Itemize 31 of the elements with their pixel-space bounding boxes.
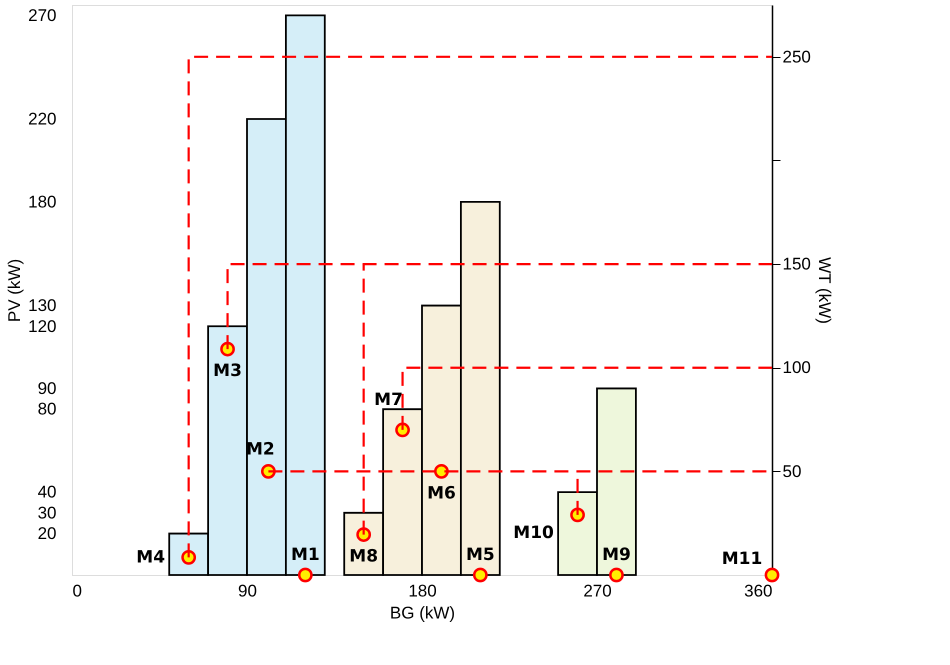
y-tick-label: 180 — [28, 192, 56, 212]
y2-tick-label: 100 — [782, 358, 811, 378]
annotation: M11 — [722, 549, 762, 569]
y-tick-label: 40 — [38, 482, 56, 502]
x-tick-label: 360 — [744, 582, 772, 600]
y-tick-label: 30 — [38, 503, 56, 522]
y2-axis-title: WT (kW) — [814, 257, 834, 324]
y-tick-label: 120 — [28, 316, 56, 336]
annotation: M9 — [602, 545, 631, 565]
x-tick-label: 270 — [583, 582, 612, 600]
y-tick-label: 130 — [28, 296, 56, 316]
annotation: M3 — [213, 361, 242, 382]
annotation: M5 — [466, 545, 495, 565]
y2-tick-label: 250 — [782, 47, 811, 66]
annotation: M1 — [290, 545, 320, 565]
annotation: M6 — [427, 483, 456, 504]
y-tick-label: 220 — [28, 110, 56, 128]
y2-tick-label: 50 — [782, 462, 802, 481]
annotation: M10 — [513, 522, 554, 543]
y-tick-label: 270 — [28, 6, 56, 25]
y2-tick-label: 150 — [782, 254, 811, 274]
x-tick-label: 90 — [238, 582, 257, 600]
x-tick-label: 180 — [408, 582, 437, 600]
y-tick-label: 80 — [38, 400, 56, 419]
x-axis-title: BG (kW) — [390, 604, 456, 622]
annotation: M4 — [136, 547, 166, 568]
y-tick-label: 90 — [38, 378, 56, 398]
x-tick-label: 0 — [72, 582, 82, 600]
y-tick-label: 20 — [38, 524, 56, 544]
y-axis-title: PV (kW) — [5, 258, 24, 322]
annotation: M8 — [349, 546, 378, 567]
